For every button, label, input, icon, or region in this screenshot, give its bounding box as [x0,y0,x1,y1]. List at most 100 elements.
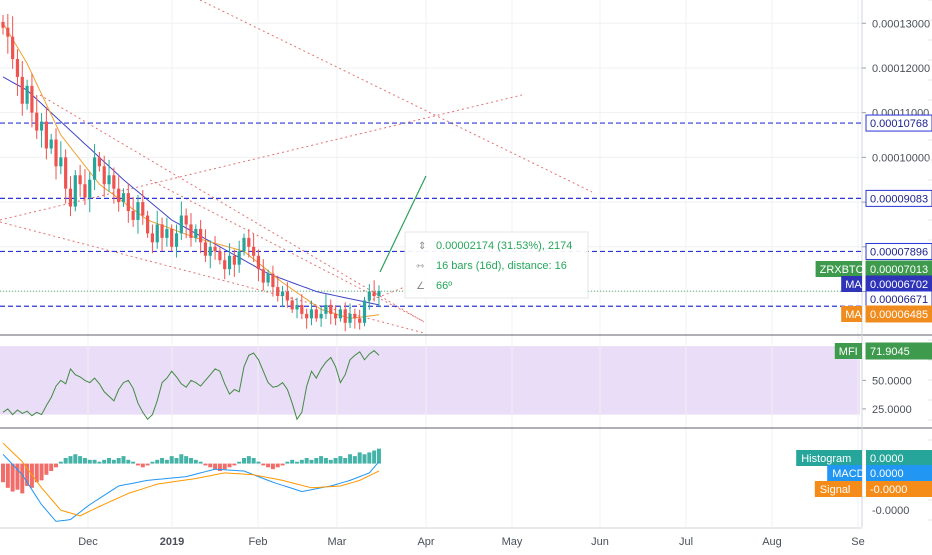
histogram-bar-up [73,454,78,464]
histogram-bar-down [34,463,39,483]
histogram-bar-up [246,456,251,464]
histogram-bar-down [20,463,25,494]
trend-line[interactable] [0,221,425,334]
trend-line[interactable] [199,0,593,193]
histogram-bar-down [222,463,227,470]
histogram-bar-up [155,459,160,464]
histogram-bar-up [290,459,295,464]
histogram-bar-up [256,461,261,464]
price-tag-box [865,305,932,323]
candle-down [232,255,236,265]
candle-down [184,215,188,225]
histogram-bar-down [280,463,285,466]
histogram-bar-up [376,448,381,464]
time-label: Jul [679,536,693,548]
candle-down [1,21,5,28]
histogram-bar-up [348,454,353,464]
candle-up [136,202,140,220]
price-tag-value: 0.00009083 [870,193,928,205]
histogram-bar-up [285,461,290,464]
histogram-bar-up [87,459,92,464]
candle-down [189,224,193,238]
candle-up [367,291,371,301]
price-tag-label: MA [845,279,862,291]
mfi-tag-value: 71.9045 [870,346,910,358]
histogram-bar-up [150,461,155,464]
candle-down [131,211,135,220]
histogram-bar-up [323,457,328,464]
candle-up [324,304,328,314]
histogram-bar-up [179,454,184,464]
histogram-bar-down [15,463,20,490]
candle-up [88,179,92,198]
price-tick-label: 0.00012000 [872,63,930,75]
histogram-bar-up [193,459,198,464]
price-tag-label-box [815,261,862,277]
candle-up [121,193,126,203]
histogram-bar-down [208,463,213,468]
candle-down [333,313,338,319]
histogram-bar-up [319,456,324,464]
histogram-bar-up [198,461,203,464]
histogram-bar-down [5,463,10,488]
histogram-bar-up [58,461,63,464]
histogram-bar-up [107,457,112,464]
ma-line-slow [2,76,380,306]
histogram-bar-up [362,454,367,464]
histogram-tag-label-box [796,450,862,466]
time-label: May [502,536,523,548]
candle-down [300,304,304,314]
histogram-bar-down [10,463,15,492]
candle-down [44,121,48,149]
measure-tool[interactable]: ⇕ 0.00002174 (31.53%), 2174 ⇿ 16 bars (1… [379,175,589,299]
candle-down [199,228,203,243]
histogram-bar-up [299,459,304,464]
candle-up [39,121,44,131]
candle-down [6,27,10,37]
candle-up [59,157,63,167]
price-range-icon: ⇕ [418,241,426,252]
candle-down [290,300,294,310]
price-tag-value: 0.00006702 [870,279,928,291]
histogram-bar-up [121,456,126,464]
candle-down [160,224,164,238]
candle-down [83,184,87,198]
histogram-bar-down [44,463,49,475]
histogram-bar-up [367,452,372,464]
price-tag-value: 0.00006671 [870,294,928,306]
candle-down [15,59,20,77]
histogram-bar-down [140,463,145,468]
measure-angle: 66º [436,280,452,292]
time-label: Se [851,536,864,548]
histogram-bar-down [266,463,271,468]
trend-line[interactable] [149,179,426,323]
time-label: Aug [762,536,782,548]
signal-line [2,442,380,517]
signal-tag-box [866,481,932,497]
time-label: Dec [78,536,98,548]
histogram-bar-up [160,457,165,464]
histogram-bar-up [333,457,338,464]
histogram-tag-value: 0.0000 [870,453,904,465]
time-axis[interactable]: Dec 2019 Feb Mar Apr May Jun Jul Aug Se [0,527,865,548]
histogram-bar-down [270,463,275,470]
time-label: 2019 [160,536,184,548]
candle-down [285,291,289,301]
candle-down [271,273,275,288]
measure-box [404,231,589,299]
histogram-bar-up [314,457,319,464]
candle-up [155,224,159,243]
histogram-bar-down [54,463,59,468]
candle-down [256,255,261,270]
histogram-bar-up [111,459,116,464]
trend-line[interactable] [39,94,425,323]
histogram-bar-up [328,459,333,464]
candles [1,13,381,332]
candle-up [73,175,77,207]
candle-up [107,175,111,185]
signal-tag-label: Signal [820,484,851,496]
macd-pane[interactable]: 0.0000 -0.0000 [1,430,909,527]
histogram-bar-down [217,463,222,472]
